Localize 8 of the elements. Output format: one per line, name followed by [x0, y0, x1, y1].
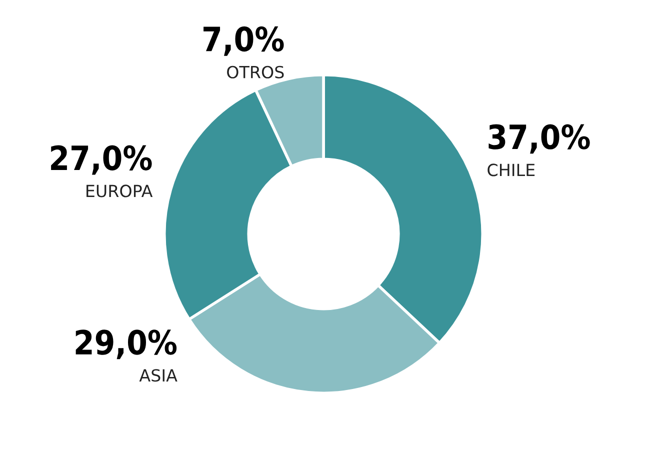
data-label: 29,0%	[76, 330, 177, 360]
data-label: 27,0%	[51, 145, 152, 175]
slice-label: EUROPA	[86, 184, 153, 198]
data-label: 37,0%	[488, 124, 590, 154]
slice-label: OTROS	[227, 66, 284, 78]
slice-label: CHILE	[488, 164, 535, 176]
slice-label: ASIA	[139, 369, 178, 382]
data-label: 7,0%	[204, 26, 284, 56]
